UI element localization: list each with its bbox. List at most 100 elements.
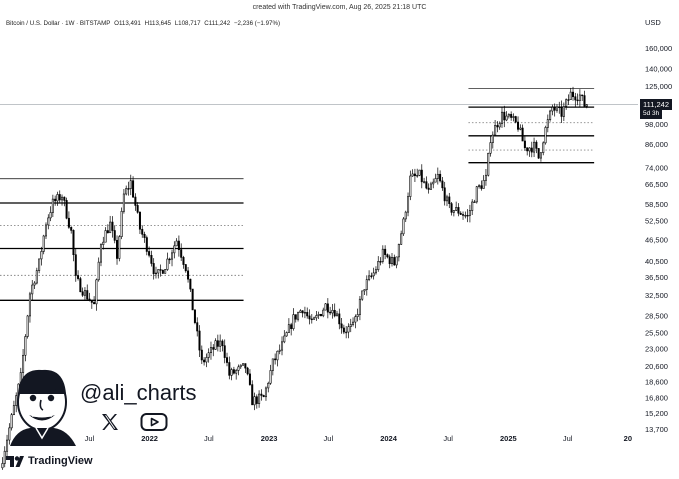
candle	[303, 306, 306, 319]
candle	[251, 380, 254, 406]
candle	[450, 201, 453, 216]
candle	[72, 229, 75, 262]
candle	[56, 191, 59, 206]
x-tick-label: Jul	[324, 434, 334, 443]
y-tick-label: 86,000	[645, 140, 668, 149]
candle	[386, 253, 389, 259]
candle	[487, 152, 490, 177]
candle	[280, 336, 284, 356]
candle	[583, 90, 586, 107]
candle	[42, 234, 45, 255]
candle	[129, 174, 132, 196]
candle	[134, 193, 137, 211]
candle	[498, 121, 501, 130]
candle	[154, 266, 157, 279]
created-with-caption: created with TradingView.com, Aug 26, 20…	[252, 4, 427, 11]
candle	[581, 94, 584, 101]
candle	[393, 254, 396, 266]
y-tick-label: 98,000	[645, 120, 668, 129]
candle	[297, 311, 300, 322]
candle	[349, 318, 352, 333]
candle	[390, 252, 394, 267]
candle	[576, 93, 579, 106]
candle	[83, 287, 86, 301]
candle	[384, 245, 387, 260]
y-tick-label: 125,000	[645, 82, 672, 91]
candle	[150, 250, 153, 267]
candle-timer: 5d 3h	[640, 108, 663, 119]
x-tick-label: 2025	[500, 434, 517, 443]
y-tick-label: 36,500	[645, 273, 668, 282]
x-tick-label: 2022	[141, 434, 158, 443]
candle	[379, 257, 382, 266]
candle	[191, 288, 194, 311]
candle	[555, 104, 558, 113]
candle	[519, 124, 522, 131]
candle	[441, 177, 444, 191]
candle	[253, 392, 256, 411]
candle	[22, 349, 25, 380]
candle	[228, 356, 231, 380]
candle	[400, 230, 403, 245]
candle	[276, 350, 279, 367]
candle	[65, 197, 68, 220]
candle	[448, 192, 451, 209]
x-tick-label: Jul	[204, 434, 214, 443]
y-tick-label: 46,500	[645, 236, 668, 245]
candle	[445, 194, 449, 207]
candle	[274, 353, 277, 365]
candle	[517, 116, 520, 132]
candle	[54, 195, 57, 206]
candle	[491, 131, 494, 149]
candle	[214, 338, 217, 350]
candle	[10, 413, 13, 431]
candle	[345, 326, 348, 339]
candle	[365, 275, 368, 296]
candle	[306, 307, 309, 319]
candle	[212, 344, 215, 357]
candle	[198, 325, 201, 357]
candle	[413, 168, 416, 183]
candle	[203, 357, 206, 366]
y-tick-label: 20,600	[645, 362, 668, 371]
candle	[267, 381, 270, 393]
candle	[90, 300, 93, 309]
candle	[340, 318, 343, 334]
candle	[221, 339, 224, 352]
candle	[152, 258, 155, 280]
tradingview-brand: TradingView	[6, 455, 93, 467]
candle	[262, 394, 265, 398]
candle	[116, 235, 119, 265]
candle	[182, 255, 185, 269]
candle	[432, 178, 435, 189]
candle	[31, 280, 34, 301]
currency-label: USD	[645, 18, 661, 27]
candle	[574, 92, 577, 107]
symbol-legend: Bitcoin / U.S. Dollar · 1W · BITSTAMP O1…	[6, 20, 282, 27]
candle	[457, 203, 460, 217]
candle	[329, 306, 332, 316]
candle	[425, 176, 428, 190]
candle	[102, 236, 105, 250]
candle	[494, 119, 497, 136]
candle	[459, 211, 462, 216]
youtube-icon	[140, 413, 168, 431]
candle	[38, 258, 41, 274]
candle	[455, 201, 458, 212]
legend-high: H113,645	[144, 20, 171, 27]
candle	[285, 331, 288, 337]
candle	[335, 310, 339, 317]
candle	[510, 111, 513, 121]
candle	[473, 199, 476, 204]
candle	[47, 214, 50, 230]
candle	[242, 363, 245, 367]
candle	[58, 190, 61, 203]
candle	[423, 177, 426, 184]
candle	[358, 295, 361, 321]
candle	[196, 317, 199, 337]
candle	[77, 270, 80, 281]
candle	[239, 364, 242, 369]
y-tick-label: 15,200	[645, 409, 668, 418]
candle	[338, 308, 341, 330]
